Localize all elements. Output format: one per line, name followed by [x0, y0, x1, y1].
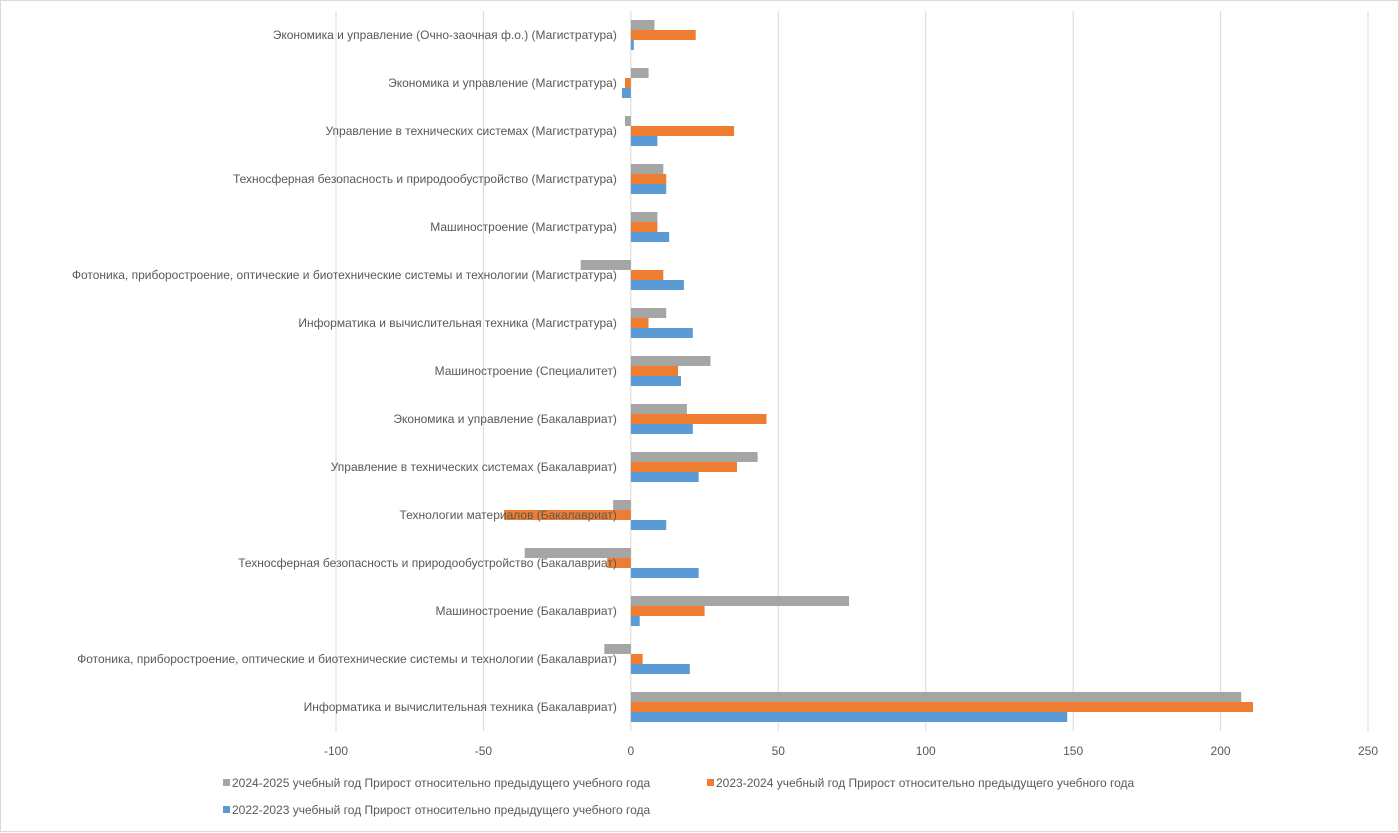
bar-series2-cat5	[504, 510, 631, 520]
bar-series3-cat7	[630, 404, 687, 414]
legend-label-series1: 2022-2023 учебный год Прирост относитель…	[232, 803, 651, 817]
category-label-7: Экономика и управление (Бакалавриат)	[393, 412, 617, 426]
x-tick-label-2: 0	[628, 744, 635, 758]
bar-series1-cat5	[630, 520, 667, 530]
x-tick-label-4: 100	[916, 744, 936, 758]
bar-series1-cat10	[630, 280, 684, 290]
bar-series1-cat15	[630, 40, 634, 50]
category-label-3: Машиностроение (Бакалавриат)	[435, 604, 616, 618]
category-label-8: Машиностроение (Специалитет)	[435, 364, 617, 378]
category-label-12: Техносферная безопасность и природообуст…	[233, 172, 617, 186]
bar-series1-cat3	[630, 616, 640, 626]
x-tick-label-5: 150	[1063, 744, 1083, 758]
bar-series2-cat9	[630, 318, 649, 328]
bar-series2-cat2	[630, 654, 643, 664]
bar-series1-cat4	[630, 568, 699, 578]
legend-swatch-series3	[223, 779, 230, 786]
legend-label-series3: 2024-2025 учебный год Прирост относитель…	[232, 776, 651, 790]
bar-series3-cat8	[630, 356, 711, 366]
category-label-9: Информатика и вычислительная техника (Ма…	[298, 316, 617, 330]
bar-series3-cat11	[630, 212, 658, 222]
bar-series2-cat12	[630, 174, 667, 184]
bar-series3-cat10	[580, 260, 631, 270]
bar-series2-cat7	[630, 414, 767, 424]
bar-series3-cat9	[630, 308, 667, 318]
x-tick-label-6: 200	[1211, 744, 1231, 758]
legend-swatch-series1	[223, 806, 230, 813]
x-tick-label-7: 250	[1358, 744, 1378, 758]
bar-series3-cat14	[630, 68, 649, 78]
bar-series1-cat2	[630, 664, 690, 674]
legend-label-series2: 2023-2024 учебный год Прирост относитель…	[716, 776, 1135, 790]
bar-series1-cat9	[630, 328, 693, 338]
bar-series2-cat15	[630, 30, 696, 40]
category-label-13: Управление в технических системах (Магис…	[325, 124, 616, 138]
category-labels: Информатика и вычислительная техника (Ба…	[72, 28, 617, 714]
legend-swatch-series2	[707, 779, 714, 786]
bar-series1-cat12	[630, 184, 667, 194]
legend: 2024-2025 учебный год Прирост относитель…	[223, 776, 1135, 817]
bar-series3-cat12	[630, 164, 664, 174]
bar-series1-cat1	[630, 712, 1068, 722]
bar-series3-cat15	[630, 20, 655, 30]
category-label-4: Техносферная безопасность и природообуст…	[238, 556, 617, 570]
bar-series1-cat8	[630, 376, 681, 386]
bar-series1-cat13	[630, 136, 658, 146]
category-label-11: Машиностроение (Магистратура)	[430, 220, 617, 234]
bar-series2-cat3	[630, 606, 705, 616]
bar-series2-cat8	[630, 366, 679, 376]
bar-series3-cat4	[524, 548, 631, 558]
bar-series1-cat6	[630, 472, 699, 482]
bar-series3-cat6	[630, 452, 758, 462]
category-label-1: Информатика и вычислительная техника (Ба…	[304, 700, 617, 714]
bar-series2-cat4	[607, 558, 631, 568]
bar-series3-cat1	[630, 692, 1242, 702]
bars	[504, 20, 1254, 722]
bar-series2-cat1	[630, 702, 1254, 712]
bar-series3-cat5	[613, 500, 631, 510]
bar-series3-cat3	[630, 596, 850, 606]
bar-series3-cat2	[604, 644, 631, 654]
category-label-5: Технологии материалов (Бакалавриат)	[399, 508, 616, 522]
bar-series2-cat14	[624, 78, 631, 88]
x-tick-label-1: -50	[475, 744, 493, 758]
category-label-14: Экономика и управление (Магистратура)	[388, 76, 617, 90]
x-tick-label-0: -100	[324, 744, 348, 758]
bar-series2-cat11	[630, 222, 658, 232]
bar-series1-cat11	[630, 232, 670, 242]
bar-series2-cat13	[630, 126, 735, 136]
category-label-15: Экономика и управление (Очно-заочная ф.о…	[273, 28, 617, 42]
bar-series1-cat7	[630, 424, 693, 434]
category-label-2: Фотоника, приборостроение, оптические и …	[77, 652, 617, 666]
bar-series3-cat13	[624, 116, 631, 126]
bar-series2-cat6	[630, 462, 738, 472]
category-label-6: Управление в технических системах (Бакал…	[331, 460, 617, 474]
x-tick-label-3: 50	[772, 744, 786, 758]
category-label-10: Фотоника, приборостроение, оптические и …	[72, 268, 617, 282]
x-axis-tick-labels: -100 -50 0 50 100 150 200 250	[324, 744, 1378, 758]
bar-series2-cat10	[630, 270, 664, 280]
bar-series1-cat14	[622, 88, 631, 98]
